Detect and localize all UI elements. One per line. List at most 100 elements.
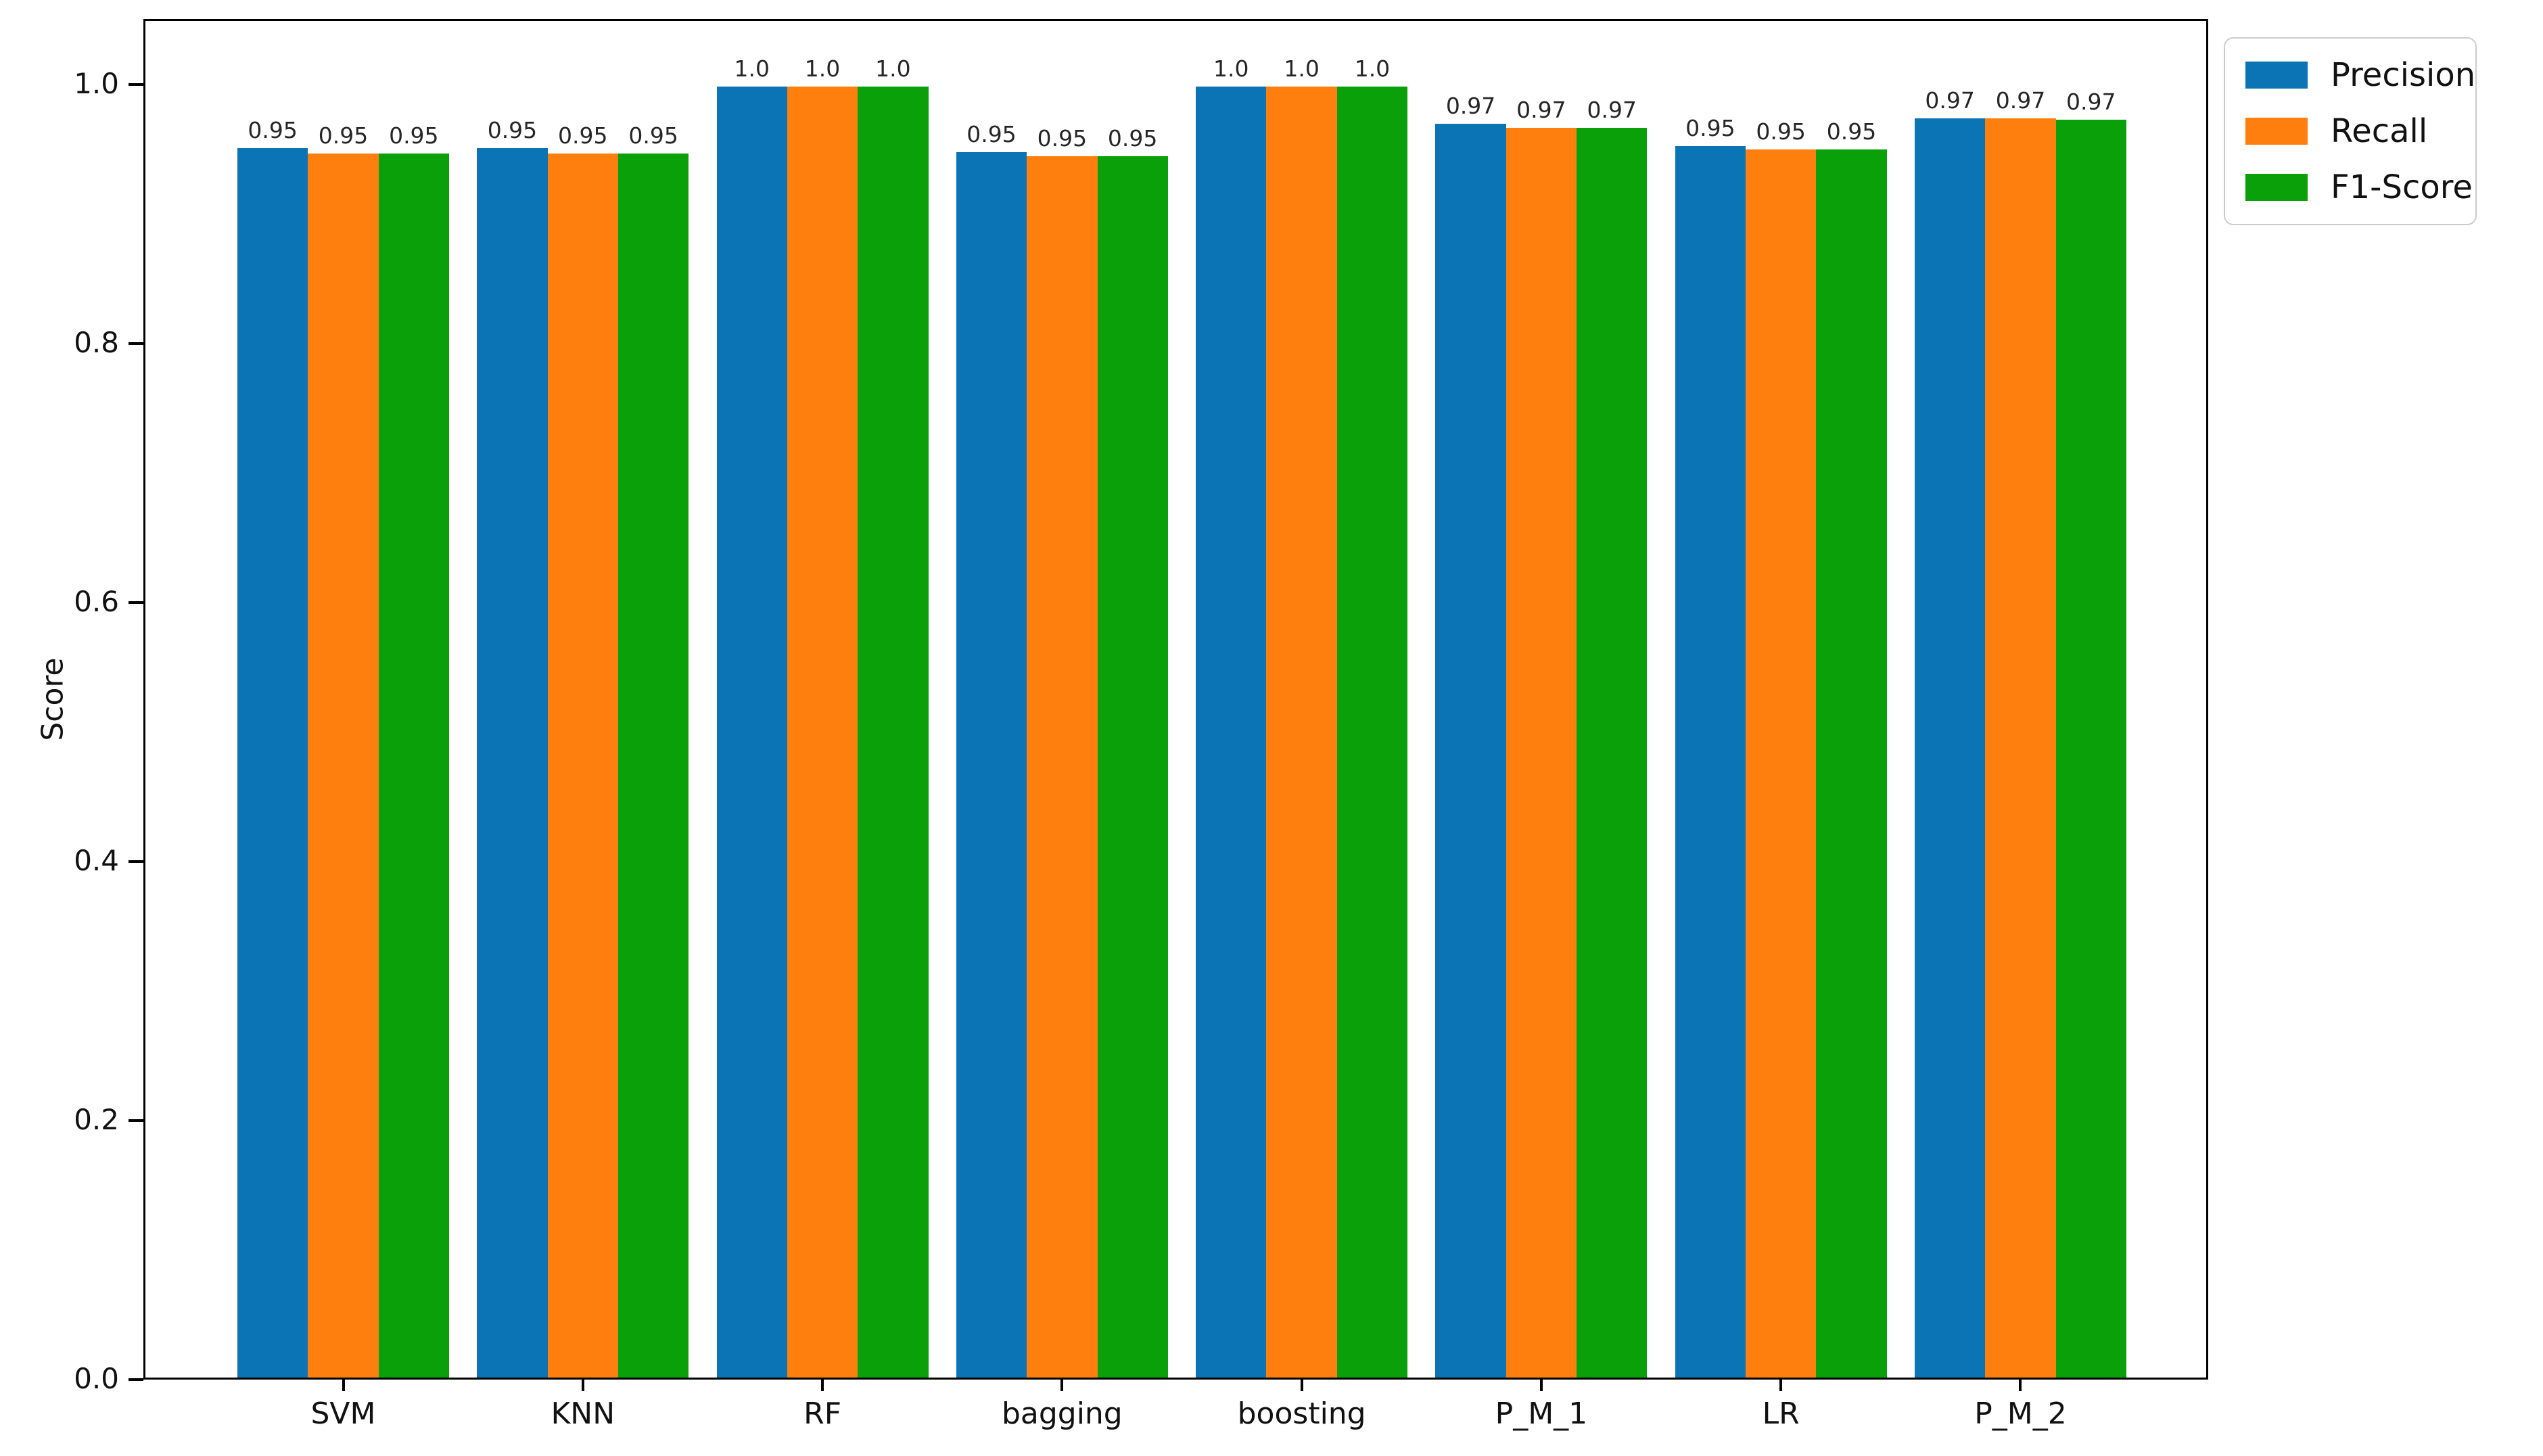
bar-value-label: 0.95	[1685, 114, 1735, 141]
legend-label: Recall	[2331, 112, 2428, 150]
bar-value-label: 1.0	[875, 55, 911, 82]
legend-swatch-f1-score	[2245, 173, 2308, 201]
y-tick-label-0.8: 0.8	[74, 326, 119, 360]
x-tick-label-KNN: KNN	[551, 1396, 615, 1431]
legend-entry-f1-score: F1-Score	[2245, 169, 2473, 206]
x-tick-label-RF: RF	[803, 1396, 842, 1431]
bar-value-label: 0.97	[1925, 87, 1975, 114]
bar-precision-SVM: 0.95	[237, 119, 308, 1378]
bar-value-label: 0.95	[1756, 118, 1806, 145]
legend-swatch-recall	[2245, 118, 2308, 145]
bar-precision-P_M_1: 0.97	[1435, 95, 1506, 1378]
x-tick-mark	[1060, 1379, 1064, 1391]
bar-group-P_M_2: 0.97 0.97 0.97 P_M_2	[1914, 21, 2126, 1429]
bar-value-label: 1.0	[804, 55, 841, 82]
bar-value-label: 0.95	[628, 122, 678, 149]
bar-value-label: 0.97	[1995, 87, 2046, 114]
bar-value-label: 0.95	[1826, 118, 1877, 145]
x-tick-mark	[1779, 1379, 1783, 1391]
bar-cluster: 0.95 0.95 0.95	[477, 21, 689, 1378]
bar-value-label: 0.95	[558, 122, 608, 149]
bar-recall-RF: 1.0	[787, 57, 858, 1378]
bar-precision-LR: 0.95	[1675, 117, 1746, 1378]
y-tick-mark	[129, 342, 143, 345]
legend-entry-recall: Recall	[2245, 112, 2455, 150]
bar-cluster: 1.0 1.0 1.0	[716, 21, 929, 1378]
bar-cluster: 0.95 0.95 0.95	[1675, 21, 1887, 1378]
bar-precision-RF: 1.0	[716, 57, 787, 1378]
bar-cluster: 0.97 0.97 0.97	[1914, 21, 2126, 1378]
bar-precision-bagging: 0.95	[956, 123, 1027, 1378]
y-tick-mark	[129, 83, 143, 86]
bar-cluster: 0.95 0.95 0.95	[237, 21, 449, 1378]
bar-f1-score-P_M_2: 0.97	[2055, 91, 2126, 1378]
bar-value-label: 0.95	[389, 122, 439, 149]
bar-value-label: 0.97	[2066, 89, 2116, 116]
bar-group-KNN: 0.95 0.95 0.95 KNN	[477, 21, 689, 1429]
plot-area: 0.95 0.95 0.95 SVM 0.95 0.95 0.95 KNN 1.0 1.0 1.0 R…	[143, 19, 2208, 1429]
bar-value-label: 1.0	[734, 55, 770, 82]
bar-value-label: 0.95	[487, 117, 538, 144]
bar-value-label: 1.0	[1354, 55, 1391, 82]
bar-group-RF: 1.0 1.0 1.0 RF	[716, 21, 929, 1429]
y-tick-mark	[129, 1119, 143, 1122]
bar-group-bagging: 0.95 0.95 0.95 bagging	[956, 21, 1168, 1429]
legend-label: F1-Score	[2331, 168, 2473, 206]
x-tick-label-P_M_2: P_M_2	[1974, 1396, 2067, 1431]
bar-group-SVM: 0.95 0.95 0.95 SVM	[237, 21, 449, 1429]
y-tick-label-0.2: 0.2	[74, 1103, 119, 1137]
y-tick-mark	[129, 1378, 143, 1381]
bar-value-label: 0.97	[1445, 93, 1496, 120]
bar-value-label: 0.95	[318, 122, 369, 149]
bar-value-label: 0.95	[966, 121, 1017, 148]
x-tick-label-P_M_1: P_M_1	[1495, 1396, 1588, 1431]
bar-recall-P_M_1: 0.97	[1506, 99, 1577, 1378]
bar-precision-KNN: 0.95	[477, 119, 548, 1378]
x-tick-label-boosting: boosting	[1237, 1396, 1366, 1431]
bar-value-label: 0.95	[1037, 124, 1088, 151]
bar-value-label: 0.95	[248, 117, 298, 144]
bar-f1-score-boosting: 1.0	[1336, 57, 1408, 1378]
x-tick-mark	[581, 1379, 584, 1391]
y-tick-mark	[129, 860, 143, 863]
bar-f1-score-bagging: 0.95	[1097, 127, 1168, 1378]
bar-cluster: 1.0 1.0 1.0	[1196, 21, 1408, 1378]
bar-precision-P_M_2: 0.97	[1914, 89, 1986, 1378]
bar-f1-score-RF: 1.0	[858, 57, 929, 1378]
bar-f1-score-LR: 0.95	[1816, 120, 1887, 1378]
bar-value-label: 0.95	[1107, 124, 1158, 151]
legend-entry-precision: Precision	[2245, 57, 2475, 93]
bar-recall-LR: 0.95	[1746, 120, 1817, 1378]
legend-label: Precision	[2331, 56, 2476, 94]
x-tick-label-LR: LR	[1762, 1396, 1800, 1431]
y-axis: 0.0 0.2 0.4 0.6 0.8 1.0	[0, 19, 143, 1393]
bar-precision-boosting: 1.0	[1196, 57, 1267, 1378]
x-tick-label-bagging: bagging	[1001, 1396, 1123, 1431]
bar-recall-KNN: 0.95	[547, 124, 618, 1378]
legend-swatch-precision	[2245, 62, 2308, 89]
bar-cluster: 0.97 0.97 0.97	[1435, 21, 1648, 1378]
x-tick-mark	[821, 1379, 824, 1391]
y-tick-label-0.4: 0.4	[74, 844, 119, 878]
bar-value-label: 0.97	[1587, 96, 1637, 123]
x-tick-label-SVM: SVM	[310, 1396, 376, 1431]
bar-value-label: 1.0	[1284, 55, 1320, 82]
legend: Precision Recall F1-Score	[2224, 37, 2477, 226]
bar-cluster: 0.95 0.95 0.95	[956, 21, 1168, 1378]
y-tick-label-0.0: 0.0	[74, 1362, 119, 1396]
y-tick-label-1.0: 1.0	[74, 67, 119, 101]
bar-recall-SVM: 0.95	[308, 124, 379, 1378]
bar-group-P_M_1: 0.97 0.97 0.97 P_M_1	[1435, 21, 1648, 1429]
y-tick-mark	[129, 601, 143, 604]
bar-value-label: 0.97	[1516, 96, 1566, 123]
bar-value-label: 1.0	[1213, 55, 1249, 82]
bar-f1-score-KNN: 0.95	[617, 124, 689, 1378]
x-tick-mark	[1300, 1379, 1303, 1391]
bar-f1-score-SVM: 0.95	[378, 124, 449, 1378]
x-tick-mark	[2019, 1379, 2022, 1391]
bar-recall-P_M_2: 0.97	[1985, 89, 2056, 1378]
bar-recall-boosting: 1.0	[1266, 57, 1337, 1378]
y-axis-label: Score	[35, 657, 70, 741]
bar-f1-score-P_M_1: 0.97	[1577, 99, 1648, 1378]
bar-recall-bagging: 0.95	[1027, 127, 1098, 1378]
